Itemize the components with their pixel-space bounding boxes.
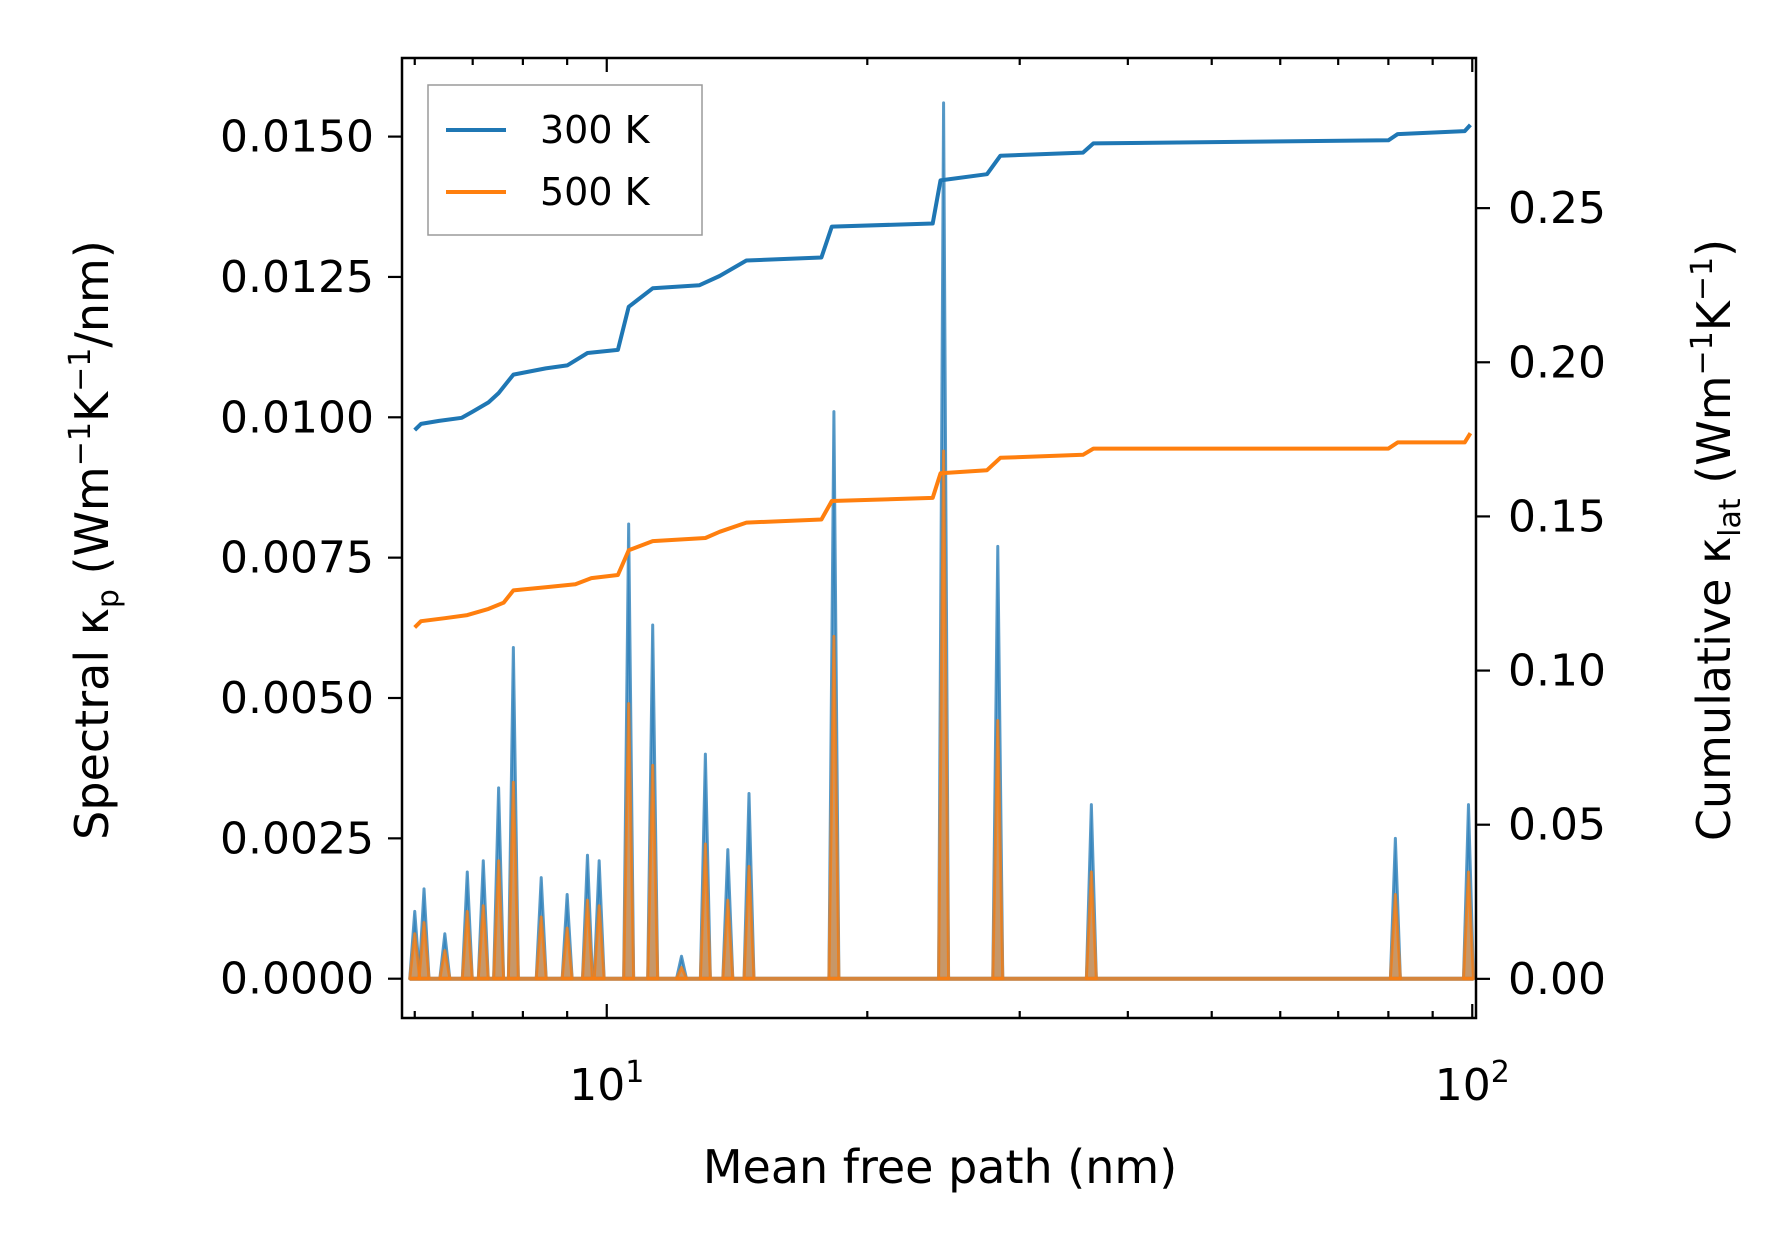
x-tick-label-100: 102 [1435,1055,1510,1111]
left-y-tick-label-0.0150: 0.0150 [220,112,374,163]
left-y-tick-label-0.0000: 0.0000 [220,954,374,1005]
right-y-tick-label-0.15: 0.15 [1508,491,1606,542]
right-y-tick-label-0.05: 0.05 [1508,800,1606,851]
x-tick-base: 10 [569,1060,625,1111]
x-axis-title: Mean free path (nm) [703,1140,1177,1194]
x-tick-exponent: 2 [1491,1055,1510,1090]
right-y-axis-title: Cumulative κlat (Wm−1K−1) [1685,239,1748,841]
left-y-tick-label-0.0025: 0.0025 [220,813,374,864]
right-y-tick-label-0.20: 0.20 [1508,337,1606,388]
x-tick-label-10: 101 [569,1055,644,1111]
spectral-series-group [408,101,1475,981]
right-y-tick-label-0.00: 0.00 [1508,954,1606,1005]
left-y-tick-label-0.0100: 0.0100 [220,392,374,443]
right-y-tick-label-0.25: 0.25 [1508,183,1606,234]
legend-label-500k: 500 K [540,170,651,214]
left-y-tick-label-0.0075: 0.0075 [220,533,374,584]
x-tick-base: 10 [1435,1060,1491,1111]
right-y-tick-label-0.10: 0.10 [1508,646,1606,697]
left-y-tick-label-0.0050: 0.0050 [220,673,374,724]
cumulative-series-group [413,123,1473,629]
left-y-axis-title: Spectral κp (Wm−1K−1/nm) [63,240,126,840]
legend-label-300k: 300 K [540,108,651,152]
cumulative-line-500k [413,432,1473,629]
left-y-tick-label-0.0125: 0.0125 [220,252,374,303]
legend-box [427,84,703,236]
x-tick-exponent: 1 [625,1055,644,1090]
plot-area-border [400,56,1478,1020]
legend: 300 K 500 K [427,84,703,236]
cumulative-line-300k [413,123,1472,432]
axes-frame [400,56,1478,1020]
ticks-group: 101 1020.00000.00250.00500.00750.01000.01… [220,58,1606,1111]
